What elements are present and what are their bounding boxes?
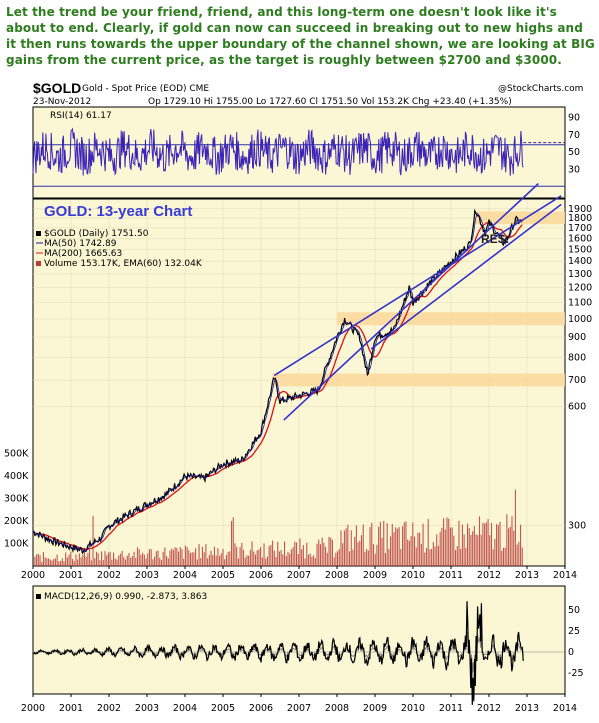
price-legend: $GOLD (Daily) 1751.50 MA(50) 1742.89 MA(… [36, 229, 203, 269]
rsi-tick-label: 90 [568, 113, 580, 124]
x-tick-label: 2000 [21, 570, 45, 581]
macd-legend-swatch [36, 594, 41, 599]
price-panel: GOLD: 13-year Chart RES. $GOLD (Daily) 1… [4, 183, 592, 567]
x-tick-label: 2007 [287, 570, 311, 581]
x-tick-label: 2012 [477, 570, 501, 581]
macd-series [32, 601, 524, 705]
price-tick-label: 900 [568, 332, 586, 343]
x-tick-label: 2001 [59, 570, 83, 581]
date-label: 23-Nov-2012 [33, 97, 91, 107]
legend-ma50: MA(50) 1742.89 [44, 239, 117, 249]
price-tick-label: 1000 [568, 314, 592, 325]
macd-panel: MACD(12,26,9) 0.990, -2.873, 3.863 50 25 0… [32, 585, 584, 705]
x-tick-label: 2004 [173, 570, 197, 581]
price-tick-label: 800 [568, 352, 586, 363]
rsi-tick-label: 50 [568, 147, 580, 158]
x-tick-label: 2012 [477, 703, 501, 714]
x-axis-main: 2000 2001 2002 2003 2004 2005 2006 2007 2008 2009… [21, 566, 577, 581]
x-tick-label: 2014 [553, 570, 577, 581]
x-tick-label: 2013 [515, 703, 539, 714]
x-tick-label: 2003 [135, 703, 159, 714]
price-tick-label: 1600 [568, 233, 592, 244]
legend-swatch-volume [36, 261, 41, 266]
rsi-tick-label: 70 [568, 130, 580, 141]
x-tick-label: 2007 [287, 703, 311, 714]
macd-panel-bg [32, 585, 566, 695]
x-tick-label: 2000 [21, 703, 45, 714]
price-tick-label: 600 [568, 402, 586, 413]
macd-tick-label: 25 [568, 626, 580, 637]
rsi-series [32, 127, 524, 176]
x-tick-label: 2008 [325, 570, 349, 581]
price-tick-label: 1900 [568, 204, 592, 215]
volume-tick-label: 100K [4, 539, 29, 550]
rsi-panel-bg [32, 106, 566, 199]
channel-upper-line [273, 195, 562, 377]
x-tick-label: 2013 [515, 570, 539, 581]
x-tick-label: 2010 [401, 570, 425, 581]
resistance-band [337, 312, 565, 326]
brand-label: @StockCharts.com [498, 84, 583, 94]
x-tick-label: 2014 [553, 703, 577, 714]
x-axis-macd: 2000 2001 2002 2003 2004 2005 2006 2007 2008 2009… [21, 694, 577, 714]
x-tick-label: 2009 [363, 703, 387, 714]
volume-tick-label: 400K [4, 471, 29, 482]
rsi-label: RSI(14) 61.17 [50, 111, 112, 121]
channel-inner-line [370, 203, 562, 350]
x-tick-label: 2011 [439, 703, 463, 714]
volume-tick-label: 500K [4, 449, 29, 460]
x-tick-label: 2002 [97, 570, 121, 581]
symbol-label: $GOLD [33, 80, 81, 96]
x-tick-label: 2005 [211, 703, 235, 714]
resistance-band [272, 373, 565, 387]
rsi-tick-label: 30 [568, 165, 580, 176]
legend-volume: Volume 153.17K, EMA(60) 132.04K [44, 259, 203, 269]
legend-swatch-price [36, 231, 41, 236]
price-tick-label: 1200 [568, 283, 592, 294]
price-tick-label: 1400 [568, 256, 592, 267]
price-tick-label: 1700 [568, 223, 592, 234]
price-series [32, 208, 523, 555]
x-tick-label: 2011 [439, 570, 463, 581]
resistance-label: RES. [481, 232, 509, 246]
price-tick-label: 700 [568, 375, 586, 386]
x-tick-label: 2008 [325, 703, 349, 714]
x-tick-label: 2001 [59, 703, 83, 714]
x-tick-label: 2010 [401, 703, 425, 714]
instrument-name: Gold - Spot Price (EOD) CME [82, 84, 209, 94]
x-tick-label: 2005 [211, 570, 235, 581]
x-tick-label: 2004 [173, 703, 197, 714]
rsi-panel: RSI(14) 61.17 90 70 50 30 [32, 106, 580, 199]
price-tick-label: 1300 [568, 269, 592, 280]
price-tick-label: 300 [568, 521, 586, 532]
macd-tick-label: -25 [568, 668, 584, 679]
legend-price: $GOLD (Daily) 1751.50 [44, 229, 149, 239]
price-tick-label: 1500 [568, 244, 592, 255]
x-tick-label: 2006 [249, 703, 273, 714]
x-tick-label: 2009 [363, 570, 387, 581]
resistance-band [473, 211, 565, 225]
x-tick-label: 2006 [249, 570, 273, 581]
macd-label: MACD(12,26,9) 0.990, -2.873, 3.863 [44, 592, 207, 602]
macd-tick-label: 0 [568, 647, 574, 658]
channel-lower-line [283, 183, 539, 421]
headline-text: Let the trend be your friend, friend, an… [6, 5, 595, 67]
x-tick-label: 2002 [97, 703, 121, 714]
quote-line: Op 1729.10 Hi 1755.00 Lo 1727.60 Cl 1751… [148, 97, 512, 107]
legend-ma200: MA(200) 1665.63 [44, 249, 122, 259]
price-tick-label: 1800 [568, 213, 592, 224]
volume-tick-label: 200K [4, 516, 29, 527]
x-tick-label: 2003 [135, 570, 159, 581]
chart-big-title: GOLD: 13-year Chart [44, 203, 192, 220]
macd-tick-label: 50 [568, 605, 580, 616]
price-tick-label: 1100 [568, 298, 592, 309]
volume-tick-label: 300K [4, 494, 29, 505]
